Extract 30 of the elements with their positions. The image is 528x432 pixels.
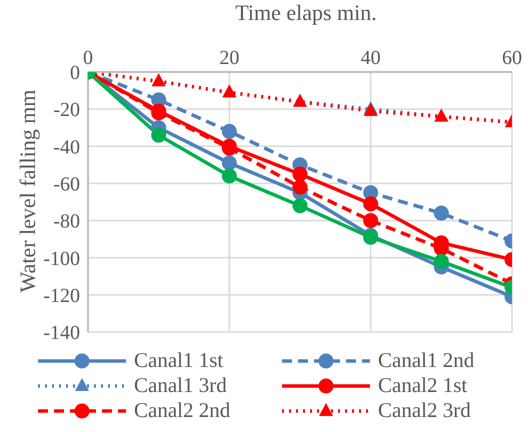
x-tick-label: 20 bbox=[219, 47, 240, 69]
y-tick-label: -60 bbox=[53, 174, 80, 196]
x-axis-title: Time elaps min. bbox=[234, 0, 378, 26]
legend-label: Canal1 1st bbox=[134, 348, 224, 373]
y-tick-label: -40 bbox=[53, 136, 80, 158]
point bbox=[363, 213, 378, 228]
point bbox=[363, 196, 378, 212]
point bbox=[292, 180, 308, 195]
point bbox=[434, 254, 449, 269]
x-tick-label: 40 bbox=[360, 47, 381, 69]
legend-label: Canal1 3rd bbox=[134, 373, 227, 398]
y-tick-label: -120 bbox=[43, 284, 80, 307]
point bbox=[434, 206, 449, 221]
point bbox=[151, 128, 166, 143]
point bbox=[222, 124, 237, 139]
y-axis-title: Water level falling mm bbox=[15, 88, 41, 294]
y-tick-label: 0 bbox=[70, 62, 80, 84]
y-tick-label: -80 bbox=[53, 210, 80, 233]
y-tick-label: -100 bbox=[43, 248, 80, 270]
point bbox=[222, 156, 237, 170]
point bbox=[292, 198, 308, 214]
legend-label: Canal2 2nd bbox=[134, 398, 230, 423]
legend-label: Canal1 2nd bbox=[378, 348, 474, 373]
y-tick-label: -20 bbox=[53, 99, 80, 122]
legend-label: Canal2 1st bbox=[378, 373, 468, 398]
point bbox=[222, 168, 237, 184]
legend-label: Canal2 3rd bbox=[378, 398, 471, 423]
y-tick-label: -140 bbox=[43, 322, 80, 344]
point bbox=[292, 166, 308, 182]
x-tick-label: 60 bbox=[502, 47, 522, 69]
